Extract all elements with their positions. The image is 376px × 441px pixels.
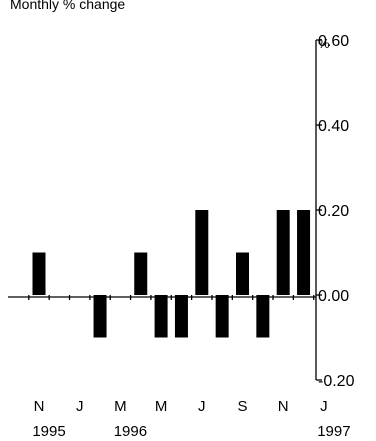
x-labels: N J M M J S N J 1995 1996 1997 (32, 398, 350, 440)
y-tick-label: -0.20 (318, 373, 355, 390)
bar (297, 210, 311, 295)
bar (276, 210, 290, 295)
chart-title: Monthly % change (10, 0, 125, 12)
bar (236, 252, 249, 295)
bar (154, 295, 168, 338)
y-tick-label: 0.00 (318, 288, 349, 305)
bar (195, 210, 209, 295)
year-label: 1996 (114, 423, 147, 440)
bar (215, 295, 229, 338)
y-tick-label: 0.20 (318, 203, 349, 220)
month-label: J (76, 398, 84, 415)
month-label: N (278, 398, 289, 415)
bar (32, 252, 46, 295)
bar (174, 295, 188, 338)
bar (93, 295, 107, 338)
year-label: 1995 (32, 423, 65, 440)
y-tick-label: 0.40 (318, 118, 349, 135)
x-ticks (28, 295, 315, 300)
month-label: M (155, 398, 168, 415)
month-label: J (320, 398, 328, 415)
month-label: N (34, 398, 45, 415)
bar (134, 252, 148, 295)
month-label: J (198, 398, 206, 415)
month-label: M (114, 398, 127, 415)
bar (256, 295, 270, 338)
year-label: 1997 (317, 423, 350, 440)
y-tick-label: 0.60 (318, 33, 349, 50)
y-ticks: -0.20 0.00 0.20 0.40 0.60 (316, 33, 355, 390)
month-label: S (237, 398, 247, 415)
bars (32, 210, 311, 338)
